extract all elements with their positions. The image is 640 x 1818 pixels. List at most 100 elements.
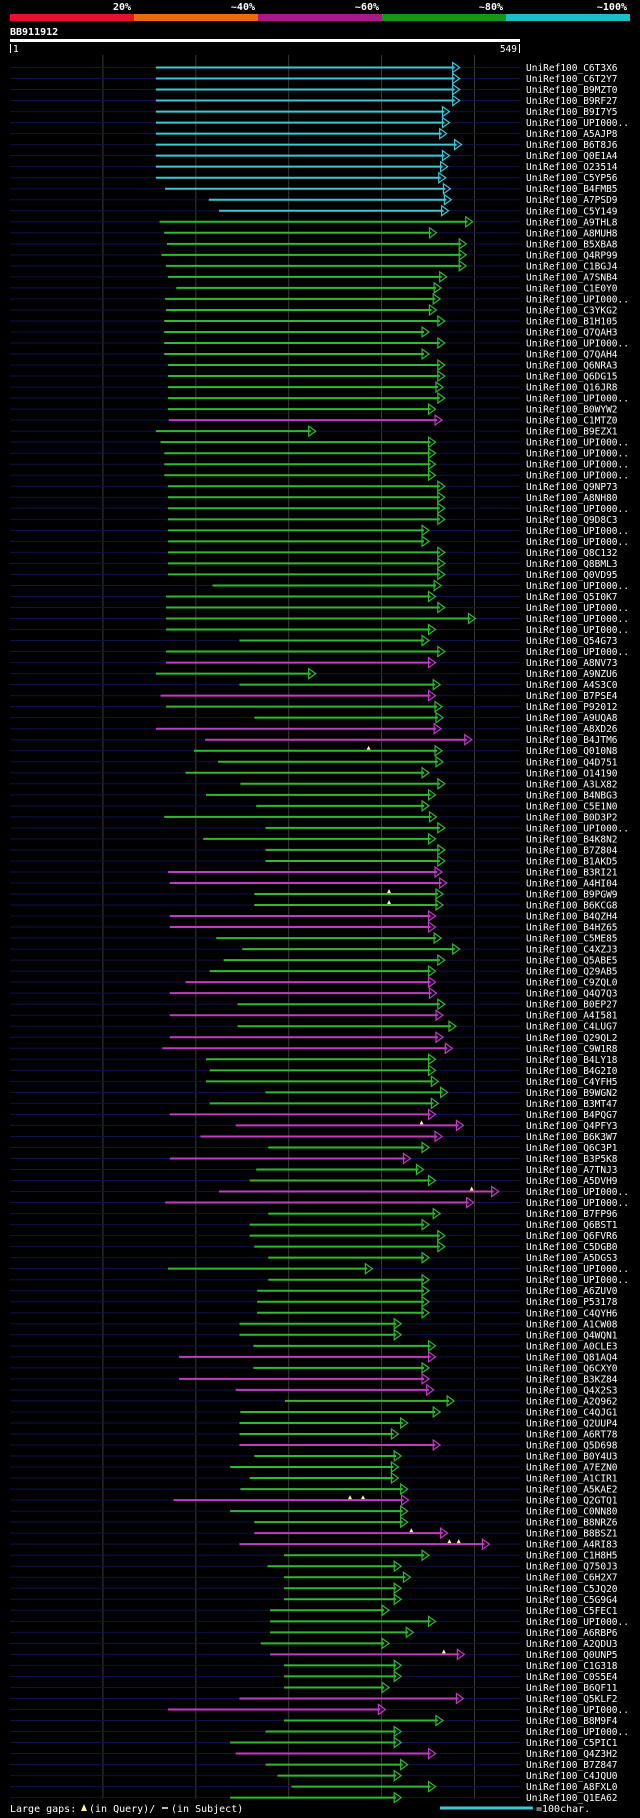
hit-label[interactable]: UniRef100_A7PSD9 [526,195,618,206]
hit-row[interactable]: UniRef100_B7PSE4 [160,689,618,703]
hit-label[interactable]: UniRef100_C5E1N0 [526,801,618,812]
hit-row[interactable]: UniRef100_C5PIC1 [230,1736,618,1750]
hit-label[interactable]: UniRef100_B9I7Y5 [526,107,618,118]
hit-row[interactable]: UniRef100_B9I7Y5 [155,105,618,119]
hit-label[interactable]: UniRef100_Q6DG15 [526,372,618,383]
hit-label[interactable]: UniRef100_C0S5E4 [526,1672,618,1683]
hit-label[interactable]: UniRef100_B4JTM6 [526,735,618,746]
hit-row[interactable]: UniRef100_A6ZUV0 [257,1284,618,1298]
hit-label[interactable]: UniRef100_B3MT47 [526,1099,618,1110]
hit-label[interactable]: UniRef100_B9MZT0 [526,85,618,96]
hit-row[interactable]: UniRef100_UPI000.. [165,1196,629,1210]
hit-label[interactable]: UniRef100_B4QZH4 [526,912,618,923]
hit-row[interactable]: UniRef100_A5AJP8 [155,127,618,141]
hit-label[interactable]: UniRef100_UPI000.. [526,1705,629,1716]
hit-label[interactable]: UniRef100_C5JQ20 [526,1584,618,1595]
hit-label[interactable]: UniRef100_Q5D698 [526,1441,618,1452]
hit-row[interactable]: UniRef100_UPI000.. [164,469,629,482]
hit-label[interactable]: UniRef100_A4HI04 [526,878,618,889]
hit-label[interactable]: UniRef100_B6KCG8 [526,901,618,912]
hit-row[interactable]: UniRef100_B7Z847 [265,1758,618,1772]
hit-label[interactable]: UniRef100_O14190 [526,768,618,779]
hit-label[interactable]: UniRef100_A9UQA8 [526,713,618,724]
hit-label[interactable]: UniRef100_C0NN80 [526,1507,618,1518]
hit-row[interactable]: UniRef100_A0CLE3 [253,1339,618,1353]
hit-label[interactable]: UniRef100_B3KZ84 [526,1374,618,1385]
hit-label[interactable]: UniRef100_C5ME85 [526,934,618,945]
hit-label[interactable]: UniRef100_Q1EA62 [526,1793,618,1804]
hit-label[interactable]: UniRef100_A5DVH9 [526,1176,618,1187]
hit-label[interactable]: UniRef100_B4HZ65 [526,923,618,934]
hit-label[interactable]: UniRef100_UPI000.. [526,823,629,834]
hit-label[interactable]: UniRef100_B4PQG7 [526,1110,618,1121]
hit-row[interactable]: UniRef100_A4HI04 [169,876,618,890]
hit-label[interactable]: UniRef100_B9WGN2 [526,1088,618,1099]
hit-label[interactable]: UniRef100_UPI000.. [526,449,629,460]
hit-label[interactable]: UniRef100_B0WYW2 [526,405,618,416]
hit-row[interactable]: UniRef100_C5JQ20 [284,1582,618,1595]
hit-label[interactable]: UniRef100_B3RI21 [526,867,618,878]
hit-row[interactable]: UniRef100_A5DVH9 [249,1174,618,1188]
hit-label[interactable]: UniRef100_Q6NRA3 [526,361,618,372]
hit-label[interactable]: UniRef100_A0CLE3 [526,1341,618,1352]
hit-label[interactable]: UniRef100_A4RI83 [526,1540,618,1551]
hit-label[interactable]: UniRef100_C4QJG1 [526,1407,618,1418]
hit-label[interactable]: UniRef100_B3P5K8 [526,1154,618,1165]
hit-label[interactable]: UniRef100_B0EP27 [526,1000,618,1011]
hit-row[interactable]: UniRef100_C1H8H5 [284,1549,618,1562]
hit-label[interactable]: UniRef100_UPI000.. [526,394,629,405]
hit-label[interactable]: UniRef100_B7PSE4 [526,691,618,702]
hit-row[interactable]: UniRef100_B6T8J6 [155,138,618,152]
hit-row[interactable]: UniRef100_B6KCG8 [254,898,618,912]
hit-row[interactable]: UniRef100_A2QDU3 [260,1637,618,1650]
hit-label[interactable]: UniRef100_Q5ABE5 [526,956,618,967]
hit-row[interactable]: UniRef100_C5ME85 [216,931,618,945]
hit-label[interactable]: UniRef100_C9W1R8 [526,1044,618,1055]
hit-label[interactable]: UniRef100_A7TNJ3 [526,1165,618,1176]
hit-label[interactable]: UniRef100_B4LY18 [526,1055,618,1066]
hit-row[interactable]: UniRef100_B7Z804 [265,843,618,857]
hit-label[interactable]: UniRef100_UPI000.. [526,1264,629,1275]
hit-row[interactable]: UniRef100_Q7QAH4 [164,347,618,361]
hit-row[interactable]: UniRef100_C1E0Y0 [176,281,618,295]
hit-label[interactable]: UniRef100_A8NV73 [526,658,618,669]
hit-label[interactable]: UniRef100_B4NBG3 [526,790,618,801]
hit-label[interactable]: UniRef100_Q0UNP5 [526,1650,618,1661]
hit-row[interactable]: UniRef100_Q7QAH3 [164,325,618,339]
hit-row[interactable]: UniRef100_Q4RP99 [161,248,618,262]
hit-label[interactable]: UniRef100_C5G9G4 [526,1595,618,1606]
hit-label[interactable]: UniRef100_P53178 [526,1297,618,1308]
hit-row[interactable]: UniRef100_A8XD26 [155,722,618,736]
hit-row[interactable]: UniRef100_A1CW08 [239,1317,618,1331]
hit-row[interactable]: UniRef100_C6T2Y7 [155,72,618,86]
hit-row[interactable]: UniRef100_Q6CXY0 [253,1361,618,1375]
hit-row[interactable]: UniRef100_Q6BST1 [249,1218,618,1232]
hit-row[interactable]: UniRef100_C5E1N0 [256,799,618,813]
hit-label[interactable]: UniRef100_A6RBP6 [526,1628,618,1639]
hit-label[interactable]: UniRef100_UPI000.. [526,526,629,537]
hit-label[interactable]: UniRef100_UPI000.. [526,537,629,548]
hit-row[interactable]: UniRef100_Q2UUP4 [239,1416,618,1430]
hit-label[interactable]: UniRef100_A5AJP8 [526,129,618,140]
hit-row[interactable]: UniRef100_UPI000.. [167,502,629,515]
hit-row[interactable]: UniRef100_UPI000.. [219,1185,629,1199]
hit-label[interactable]: UniRef100_C4YFH5 [526,1077,618,1088]
hit-row[interactable]: UniRef100_Q29QL2 [169,1031,618,1044]
hit-label[interactable]: UniRef100_Q4Q7Q3 [526,989,618,1000]
hit-label[interactable]: UniRef100_UPI000.. [526,1727,629,1738]
hit-label[interactable]: UniRef100_Q0VD95 [526,570,618,581]
hit-row[interactable]: UniRef100_B3KZ84 [179,1372,618,1386]
hit-row[interactable]: UniRef100_A9UQA8 [254,711,618,725]
hit-row[interactable]: UniRef100_A1CIR1 [249,1471,618,1485]
hit-row[interactable]: UniRef100_Q8C132 [167,546,618,559]
hit-row[interactable]: UniRef100_UPI000.. [167,1262,629,1276]
hit-label[interactable]: UniRef100_C4JQU0 [526,1771,618,1782]
hit-label[interactable]: UniRef100_C6T3X6 [526,63,618,74]
hit-row[interactable]: UniRef100_B7FP96 [268,1207,618,1221]
hit-row[interactable]: UniRef100_C9W1R8 [162,1042,618,1055]
hit-row[interactable]: UniRef100_B9MZT0 [155,83,618,97]
hit-row[interactable]: UniRef100_B5XBA8 [166,237,618,251]
hit-row[interactable]: UniRef100_UPI000.. [166,601,629,614]
hit-row[interactable]: UniRef100_Q4Z3H2 [235,1747,618,1761]
hit-row[interactable]: UniRef100_A7EZN0 [230,1460,618,1474]
